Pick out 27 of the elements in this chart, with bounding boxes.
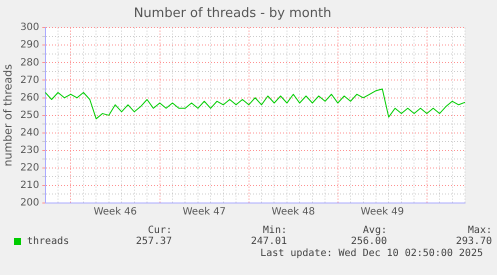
text: Min: <box>262 225 287 236</box>
text: 256.00 <box>350 236 387 247</box>
y-tick-label: 270 <box>20 74 40 86</box>
text: Max: <box>468 225 492 236</box>
text: 247.01 <box>250 236 287 247</box>
chart-title: Number of threads - by month <box>134 6 332 22</box>
text: 257.37 <box>136 236 172 247</box>
y-tick-label: 240 <box>20 127 40 138</box>
legend-label: threads <box>27 236 70 247</box>
x-tick-label: Week 46 <box>94 206 137 218</box>
y-tick-label: 220 <box>20 162 40 174</box>
y-tick-label: 260 <box>20 92 40 104</box>
x-tick-label: Week 47 <box>182 206 226 218</box>
x-tick-label: Week 48 <box>272 206 315 218</box>
text: Cur: <box>148 225 172 236</box>
y-tick-label: 230 <box>20 144 40 156</box>
text: 293.70 <box>456 236 492 247</box>
x-tick-label: Week 49 <box>360 206 404 218</box>
y-tick-label: 300 <box>20 22 40 34</box>
y-tick-label: 200 <box>20 198 40 209</box>
y-tick-label: 210 <box>20 180 40 192</box>
y-tick-label: 280 <box>20 57 40 68</box>
y-tick-label: 250 <box>20 110 40 121</box>
text: Avg: <box>362 225 387 236</box>
text: Last update: Wed Dec 10 02:50:00 2025 <box>260 248 483 259</box>
y-axis-title: number of threads <box>1 64 14 166</box>
y-tick-label: 290 <box>20 40 40 51</box>
